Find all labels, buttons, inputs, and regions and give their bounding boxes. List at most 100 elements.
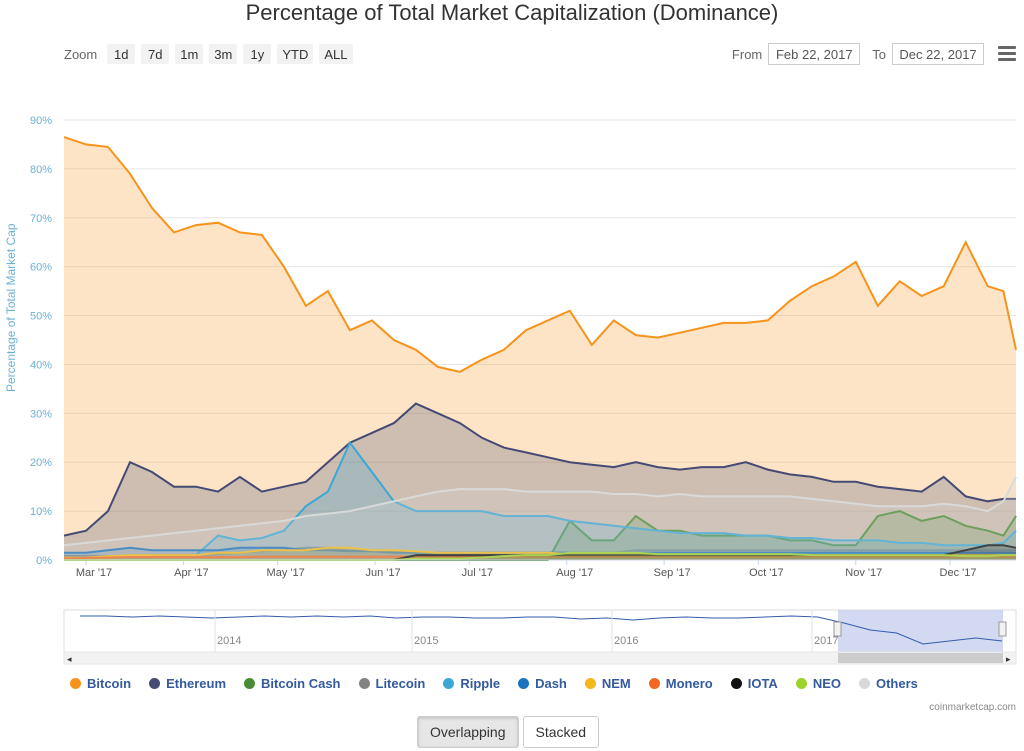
y-tick-label: 10%	[30, 506, 52, 518]
navigator-scrollbar-thumb[interactable]	[838, 653, 1003, 663]
y-tick-label: 70%	[30, 213, 52, 225]
legend-label: Litecoin	[375, 676, 426, 691]
y-tick-label: 0%	[36, 555, 52, 567]
mode-buttons: Overlapping Stacked	[417, 716, 600, 748]
series-area	[64, 137, 1016, 560]
legend-label: Dash	[535, 676, 567, 691]
x-tick-label: Mar '17	[76, 567, 112, 579]
credit-link[interactable]: coinmarketcap.com	[929, 702, 1016, 713]
y-tick-label: 60%	[30, 262, 52, 274]
x-tick-label: May '17	[267, 567, 305, 579]
legend-marker-icon	[518, 678, 530, 689]
legend-label: Others	[875, 676, 918, 691]
x-tick-label: Oct '17	[749, 567, 784, 579]
legend-item-litecoin[interactable]: Litecoin	[358, 676, 426, 691]
series-area	[64, 511, 1016, 560]
legend-item-monero[interactable]: Monero	[648, 676, 713, 691]
x-tick-label: Jun '17	[365, 567, 400, 579]
overlapping-button[interactable]: Overlapping	[417, 716, 519, 748]
hamburger-menu-icon[interactable]	[998, 46, 1016, 61]
legend-marker-icon	[858, 678, 870, 689]
navigator-scrollbar	[63, 651, 1017, 665]
legend-label: Ripple	[460, 676, 501, 691]
series-bitcoin	[63, 136, 1017, 560]
main-chart: 0% 10% 20% 30% 40% 50% 60% 70% 80% 90% Mar '17 Apr …	[30, 115, 1017, 579]
legend-marker-icon	[730, 678, 742, 689]
navigator-tick-label: 2015	[414, 635, 438, 647]
stacked-button[interactable]: Stacked	[522, 716, 600, 748]
navigator-tick-label: 2017	[814, 635, 838, 647]
x-tick-label: Jul '17	[462, 567, 493, 579]
legend-label: NEO	[812, 676, 841, 691]
navigator-handle[interactable]	[998, 621, 1007, 637]
legend-marker-icon	[70, 678, 81, 689]
series-area	[64, 476, 1016, 560]
series-line	[64, 440, 1017, 559]
series-line	[63, 136, 1017, 373]
y-tick-label: 50%	[30, 311, 52, 323]
legend-item-others[interactable]: Others	[858, 676, 918, 691]
series-ethereum	[63, 402, 1016, 560]
series-ripple	[64, 440, 1017, 560]
zoom-1y-button[interactable]: 1y	[243, 44, 272, 64]
legend-label: NEM	[601, 676, 631, 691]
navigator-chart[interactable]: 2014 2015 2016 2017 ◂ ▸	[0, 608, 1024, 668]
date-range: From To	[732, 43, 984, 65]
from-date-input[interactable]	[768, 43, 861, 65]
y-tick-label: 90%	[30, 115, 52, 127]
series-line	[63, 402, 1016, 537]
navigator-selection	[838, 610, 1003, 652]
series-area	[64, 403, 1016, 560]
y-tick-label: 30%	[30, 408, 52, 420]
scroll-right-icon[interactable]: ▸	[1006, 654, 1011, 664]
zoom-label: Zoom	[64, 46, 98, 62]
zoom-3m-button[interactable]: 3m	[209, 44, 238, 64]
x-tick-label: Aug '17	[556, 567, 593, 579]
zoom-all-button[interactable]: ALL	[319, 44, 353, 64]
zoom-1d-button[interactable]: 1d	[107, 44, 136, 64]
navigator-tick-label: 2014	[217, 635, 241, 647]
series-line	[63, 476, 1017, 547]
x-tick-label: Nov '17	[845, 567, 882, 579]
series-others	[63, 476, 1017, 560]
navigator-tick-label: 2016	[614, 635, 638, 647]
to-label: To	[872, 46, 886, 62]
legend-label: Monero	[665, 676, 713, 691]
zoom-ytd-button[interactable]: YTD	[277, 44, 314, 64]
zoom-7d-button[interactable]: 7d	[141, 44, 170, 64]
legend-item-bitcoin[interactable]: Bitcoin	[70, 676, 131, 691]
scroll-left-icon[interactable]: ◂	[67, 654, 72, 664]
y-tick-label: 40%	[30, 359, 52, 371]
to-date-input[interactable]	[892, 43, 984, 65]
legend-item-nem[interactable]: NEM	[584, 676, 631, 691]
x-tick-label: Dec '17	[940, 567, 977, 579]
legend-item-neo[interactable]: NEO	[795, 676, 841, 691]
legend-item-bitcoin-cash[interactable]: Bitcoin Cash	[244, 676, 341, 691]
y-tick-label: 80%	[30, 164, 52, 176]
legend-item-dash[interactable]: Dash	[518, 676, 567, 691]
zoom-1m-button[interactable]: 1m	[175, 44, 204, 64]
navigator-handle[interactable]	[833, 621, 842, 637]
legend-item-iota[interactable]: IOTA	[730, 676, 778, 691]
from-label: From	[731, 46, 763, 62]
y-tick-label: 20%	[30, 457, 52, 469]
legend-marker-icon	[584, 678, 596, 689]
legend-label: Bitcoin	[87, 676, 132, 691]
legend-marker-icon	[149, 678, 161, 689]
series-area	[64, 545, 1016, 560]
series-area	[64, 442, 1016, 560]
legend-marker-icon	[648, 678, 660, 689]
legend-marker-icon	[244, 678, 256, 689]
legend-marker-icon	[443, 678, 455, 689]
series-line	[63, 555, 1016, 560]
legend-item-ethereum[interactable]: Ethereum	[149, 676, 226, 691]
x-tick-label: Apr '17	[174, 567, 209, 579]
x-tick-label: Sep '17	[654, 567, 691, 579]
legend-marker-icon	[795, 678, 807, 689]
chart-legend: Bitcoin Ethereum Bitcoin Cash Litecoin Rippl…	[70, 676, 918, 691]
legend-label: Ethereum	[166, 676, 227, 691]
chart-title: Percentage of Total Market Capitalizatio…	[245, 0, 779, 25]
zoom-bar: Zoom 1d 7d 1m 3m 1y YTD ALL	[64, 43, 353, 65]
legend-label: IOTA	[747, 676, 778, 691]
legend-item-ripple[interactable]: Ripple	[443, 676, 500, 691]
